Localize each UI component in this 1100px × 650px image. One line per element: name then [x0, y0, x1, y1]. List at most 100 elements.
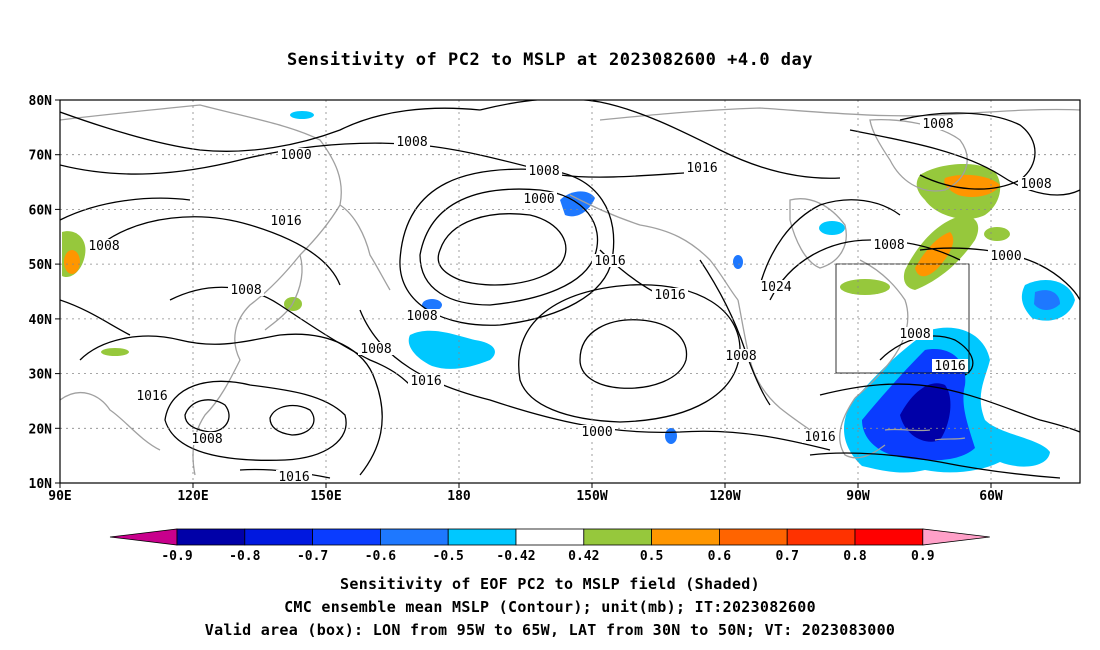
contour-line	[169, 286, 411, 386]
contour-label-bg	[404, 309, 440, 322]
contour-label: 1024	[760, 280, 791, 295]
contour-line	[479, 100, 841, 179]
longitude-axis: 90E 120E 150E 180 150W 120W 90W 60W	[48, 483, 1003, 504]
contour-label-bg	[526, 164, 562, 177]
lat-label: 10N	[29, 477, 53, 492]
contour-label: 1008	[88, 239, 119, 254]
contour-label-bg	[1018, 177, 1054, 190]
contour-label-bg	[652, 288, 688, 301]
lon-label: 90W	[846, 489, 870, 504]
positive-shade-labrador-core	[915, 232, 954, 277]
contour-label-bg	[228, 283, 264, 296]
colorbar-swatch	[515, 528, 585, 546]
contour-label: 1016	[136, 389, 167, 404]
colorbar-label: 0.5	[640, 549, 663, 564]
contour-line	[518, 284, 741, 423]
contour-label-bg	[684, 161, 720, 174]
contour-label: 1008	[899, 327, 930, 342]
negative-shade-arctic	[290, 111, 314, 119]
contour-line	[79, 333, 383, 476]
contour-label-bg	[592, 254, 628, 267]
contour-label-bg	[723, 349, 759, 362]
latitude-axis: 80N 70N 60N 50N 40N 30N 20N 10N	[29, 94, 60, 492]
contour-label-bg	[802, 430, 838, 443]
contour-label-bg	[268, 214, 304, 227]
contour-label-bg	[394, 135, 430, 148]
colorbar-swatch	[786, 528, 856, 546]
contour-label: 1008	[725, 349, 756, 364]
contour-label: 1008	[396, 135, 427, 150]
colorbar-label: -0.5	[433, 549, 464, 564]
negative-shade-bermuda-core	[1034, 290, 1060, 310]
contour-line	[99, 216, 341, 286]
plot-frame	[59, 99, 1081, 484]
gridlines	[60, 100, 1080, 483]
colorbar-label: 0.9	[911, 549, 934, 564]
lon-label: 60W	[979, 489, 1003, 504]
chart-title: Sensitivity of PC2 to MSLP at 2023082600…	[286, 50, 813, 70]
negative-shade-california	[733, 255, 743, 269]
lat-label: 60N	[29, 203, 53, 218]
colorbar-label: 0.42	[568, 549, 599, 564]
contour-label-bg	[988, 249, 1024, 262]
shaded-regions	[62, 111, 1075, 473]
colorbar-label: 0.7	[775, 549, 798, 564]
contour-label: 1000	[523, 192, 554, 207]
contour-line	[849, 129, 1080, 196]
mslp-contours	[60, 100, 1080, 479]
contour-line	[699, 259, 771, 406]
contour-line	[809, 452, 1061, 479]
colorbar-swatch	[854, 528, 924, 546]
contour-line	[164, 380, 347, 461]
negative-shade-hawaii	[665, 428, 677, 444]
contour-label: 1008	[528, 164, 559, 179]
negative-shade-caribbean-deep	[900, 383, 951, 442]
colorbar-swatch	[244, 528, 314, 546]
contour-label: 1016	[654, 288, 685, 303]
contour-label-bg	[278, 148, 314, 161]
contour-label-bg	[134, 389, 170, 402]
contour-label-bg	[932, 359, 968, 372]
contour-label: 1000	[581, 425, 612, 440]
lat-label: 30N	[29, 368, 53, 383]
caribbean-islands	[884, 428, 966, 441]
contour-label-bg	[408, 374, 444, 387]
hudson-bay-coast	[789, 198, 847, 269]
contour-line	[879, 335, 974, 376]
contour-line	[60, 197, 191, 221]
colorbar-swatch	[651, 528, 720, 546]
contour-label-bg	[579, 425, 615, 438]
colorbar-label: -0.6	[365, 549, 396, 564]
contour-line	[579, 319, 688, 389]
contour-label: 1008	[873, 238, 904, 253]
na-west-coast	[737, 299, 826, 441]
contour-label: 1016	[934, 359, 965, 374]
contour-label: 1008	[1020, 177, 1051, 192]
contour-label: 1016	[270, 214, 301, 229]
na-arctic-coast	[599, 107, 1080, 121]
contour-line	[919, 247, 1080, 301]
contour-label: 1016	[410, 374, 441, 389]
contour-label-bg	[897, 327, 933, 340]
contour-label: 1000	[990, 249, 1021, 264]
contour-label: 1008	[230, 283, 261, 298]
negative-shade-pacific	[408, 330, 495, 369]
colorbar-label: -0.42	[496, 549, 535, 564]
colorbar-label: 0.6	[708, 549, 732, 564]
asia-coast	[60, 104, 342, 476]
contour-line	[899, 112, 1036, 190]
lon-label: 120W	[709, 489, 740, 504]
colorbar-low-triangle	[109, 528, 178, 546]
contour-line	[759, 199, 901, 286]
contour-line	[60, 142, 701, 178]
contour-line	[769, 239, 961, 301]
indochina-coast	[60, 391, 161, 451]
colorbar-label: -0.7	[297, 549, 328, 564]
contour-label: 1008	[360, 342, 391, 357]
lon-label: 90E	[48, 489, 71, 504]
lon-label: 150E	[310, 489, 341, 504]
contour-label-bg	[871, 238, 907, 251]
alaska-coast	[569, 194, 739, 301]
contour-label-bg	[521, 192, 557, 205]
contour-line	[437, 213, 567, 286]
